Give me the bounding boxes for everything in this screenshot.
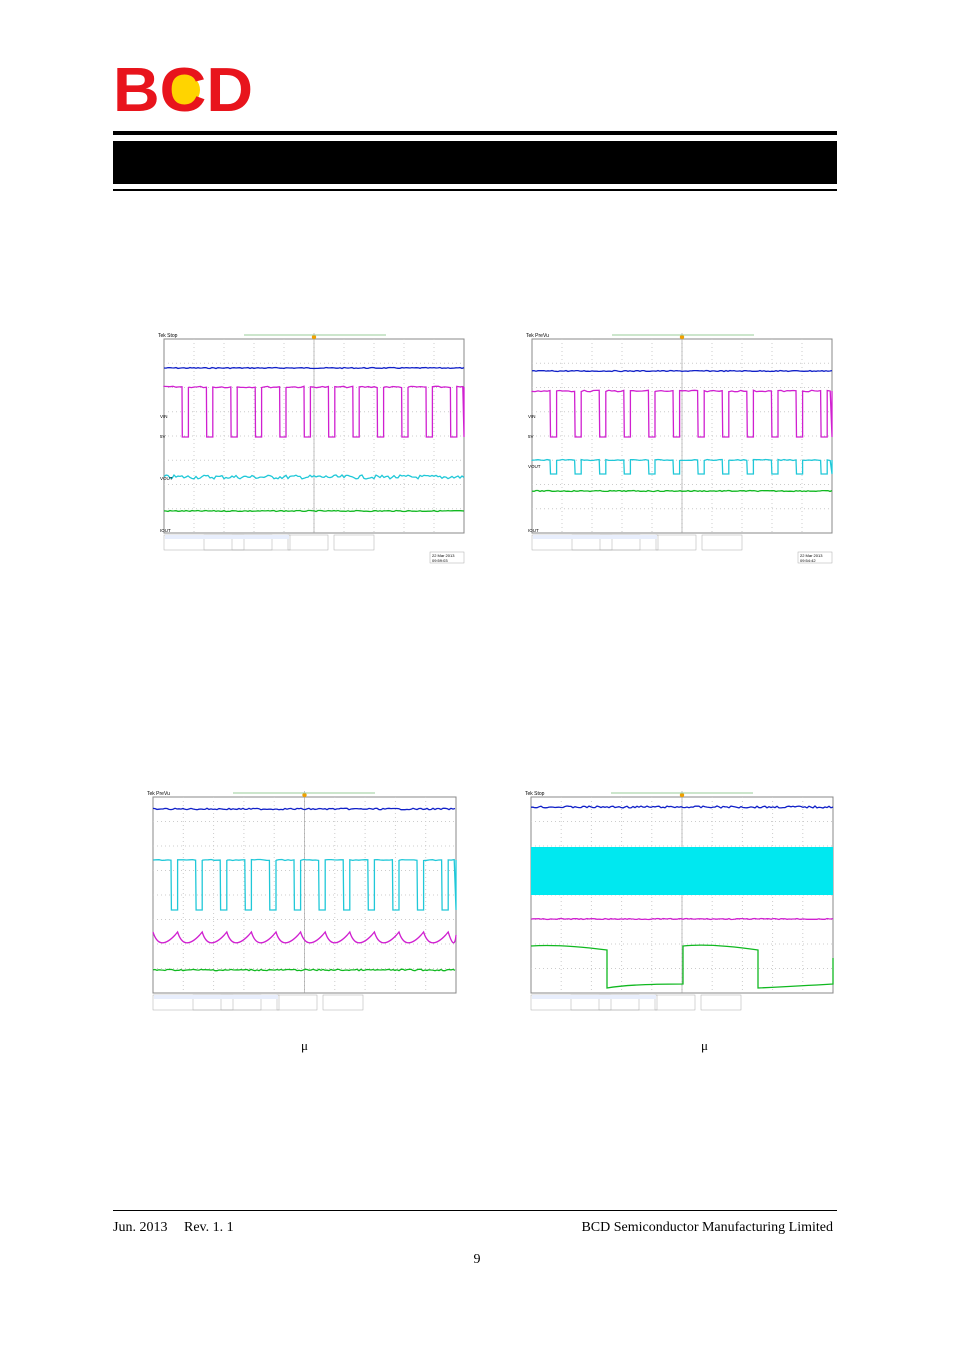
waveform [163, 385, 465, 438]
waveform [531, 369, 833, 373]
waveform [163, 509, 465, 513]
waveform [531, 458, 833, 475]
scope-time: 09:54:42 [800, 558, 816, 563]
channel-label: IOUT [160, 528, 171, 533]
scope-status [655, 534, 697, 551]
scope-title: Tek PreVu [526, 333, 549, 339]
scope-time: 09:59:03 [432, 558, 448, 563]
waveform [152, 968, 456, 972]
channel-label: VIN [160, 414, 168, 419]
scope-date: 22 Mar 2013 [800, 553, 823, 558]
waveform [152, 858, 457, 911]
logo: BCD [113, 56, 253, 125]
scope-trigger [311, 334, 317, 340]
scope-status [287, 534, 329, 551]
header-bar [113, 141, 837, 184]
scope-trigger [302, 792, 307, 798]
waveform [152, 807, 456, 811]
scope-trigger [679, 792, 685, 798]
scope-title: Tek PreVu [147, 791, 170, 797]
channel-label: 5V [528, 434, 534, 439]
scope-status-bar [533, 535, 657, 539]
waveform [531, 805, 834, 809]
waveform [531, 489, 833, 493]
scope-status [654, 994, 696, 1011]
scope-date-box [429, 551, 465, 564]
scope-status [333, 534, 375, 551]
caption: μ [301, 1038, 308, 1053]
channel-label: IOUT [528, 528, 539, 533]
footer-date: Jun. 2013 [113, 1220, 168, 1235]
scope-status [276, 994, 318, 1011]
scope-date-box [797, 551, 833, 564]
waveform [152, 930, 457, 944]
scope-status-bar [532, 995, 656, 999]
logo-dot [168, 74, 200, 106]
scope-date: 22 Mar 2013 [432, 553, 455, 558]
scope-title: Tek Stop [158, 333, 178, 339]
waveform [163, 366, 465, 370]
caption: μ [701, 1038, 708, 1053]
footer-rev: Rev. 1. 1 [184, 1220, 234, 1235]
scope-status [701, 534, 743, 551]
channel-label: VIN [528, 414, 536, 419]
channel-label: 5V [160, 434, 166, 439]
scope-status [322, 994, 364, 1011]
scope-status-bar [154, 995, 278, 999]
waveform [530, 944, 834, 989]
waveform [531, 389, 833, 438]
footer-rule [113, 1210, 837, 1211]
scope-burst [531, 847, 833, 895]
waveform [163, 474, 465, 480]
scope-title: Tek Stop [525, 791, 545, 797]
rule [113, 131, 837, 135]
channel-label: VOUT [528, 464, 541, 469]
scope-status [700, 994, 742, 1011]
scope-trigger [679, 334, 685, 340]
channel-label: VOUT [160, 476, 173, 481]
scope-status-bar [165, 535, 289, 539]
rule [113, 189, 837, 191]
waveform [530, 917, 834, 921]
footer-company: BCD Semiconductor Manufacturing Limited [581, 1220, 833, 1235]
page-number: 9 [473, 1252, 481, 1267]
